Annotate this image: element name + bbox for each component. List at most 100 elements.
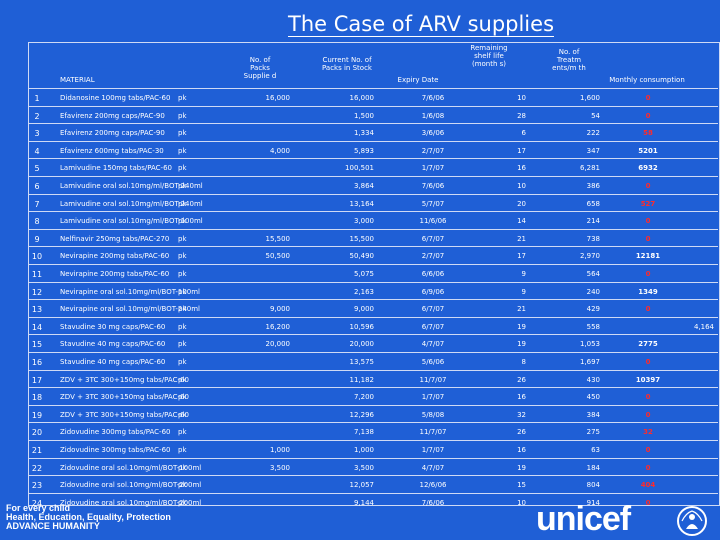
material-cell: Zidovudine 300mg tabs/PAC-60: [60, 428, 171, 437]
remaining-life-cell: 19: [517, 322, 526, 331]
remaining-life-cell: 16: [517, 393, 526, 402]
current-stock-cell: 3,500: [353, 463, 374, 472]
rownum-cell: 10: [31, 252, 43, 262]
expiry-date-cell: 11/6/06: [419, 217, 447, 226]
rownum-cell: 5: [34, 164, 40, 174]
material-cell: Nevirapine 200mg tabs/PAC-60: [60, 270, 170, 278]
unit-cell: pk: [178, 322, 187, 331]
expiry-date-cell: 11/7/07: [419, 428, 447, 437]
header-monthly-text: Monthly consumption: [609, 76, 685, 84]
slide-title: The Case of ARV supplies: [130, 12, 720, 37]
material-cell: Zidovudine oral sol.10mg/ml/BOT-200ml: [60, 498, 202, 507]
monthly-consumption-cell: 0: [645, 393, 651, 402]
treatments-cell: 738: [586, 234, 600, 243]
monthly-consumption-cell: 404: [640, 481, 656, 490]
remaining-life-cell: 21: [517, 234, 526, 243]
unit-cell: pk: [178, 234, 187, 243]
table-row: 12 Nevirapine oral sol.10mg/ml/BOT-100ml p…: [28, 281, 718, 301]
current-stock-cell: 100,501: [345, 164, 374, 173]
header-packs: No. of Packs Supplie d: [240, 56, 280, 102]
monthly-consumption-cell: 0: [645, 234, 651, 243]
unicef-logo: unicef: [536, 500, 631, 538]
material-cell: ZDV + 3TC 300+150mg tabs/PAC-60: [60, 393, 189, 402]
table-row: 13 Nevirapine oral sol.10mg/ml/BOT-240ml p…: [28, 299, 718, 318]
table-row: 2 Efavirenz 200mg caps/PAC-90 pk 1,500 1/6/0…: [28, 105, 718, 125]
remaining-life-cell: 10: [517, 498, 526, 507]
table-row: 17 ZDV + 3TC 300+150mg tabs/PAC-60 pk 11,18…: [28, 369, 718, 389]
monthly-consumption-cell: 32: [643, 428, 653, 437]
rownum-cell: 3: [34, 129, 40, 139]
material-cell: Zidovudine 300mg tabs/PAC-60: [60, 446, 171, 454]
table-row: 6 Lamivudine oral sol.10mg/ml/BOT-240ml pk…: [28, 176, 718, 195]
expiry-date-cell: 1/7/07: [421, 446, 445, 454]
current-stock-cell: 13,575: [349, 358, 375, 366]
remaining-life-cell: 16: [517, 164, 526, 173]
rownum-cell: 12: [31, 287, 43, 297]
expiry-date-cell: 4/7/07: [421, 340, 445, 349]
remaining-life-cell: 17: [517, 146, 526, 155]
header-expiry-text: Expiry Date: [397, 76, 439, 84]
packs-supplied-cell: 9,000: [269, 305, 290, 314]
treatments-cell: 1,053: [579, 340, 600, 349]
remaining-life-cell: 20: [517, 199, 526, 208]
material-cell: Stavudine 30 mg caps/PAC-60: [60, 322, 166, 331]
remaining-life-cell: 14: [517, 217, 526, 226]
current-stock-cell: 1,500: [353, 111, 374, 120]
packs-supplied-cell: 20,000: [265, 340, 291, 349]
expiry-date-cell: 7/6/06: [421, 498, 445, 507]
treatments-cell: 214: [586, 217, 600, 226]
monthly-consumption-cell: 12181: [635, 252, 661, 261]
remaining-life-cell: 32: [517, 410, 526, 419]
remaining-life-cell: 19: [517, 463, 526, 472]
header-expiry: Expiry Date: [388, 76, 448, 122]
material-cell: Efavirenz 200mg caps/PAC-90: [60, 129, 165, 138]
material-cell: Nelfinavir 250mg tabs/PAC-270: [60, 234, 170, 243]
unit-cell: pk: [178, 481, 187, 490]
rownum-cell: 1: [34, 94, 40, 103]
header-monthly: Monthly consumption: [602, 76, 692, 122]
rownum-cell: 17: [31, 375, 43, 385]
monthly-consumption-cell: 0: [645, 217, 651, 226]
expiry-date-cell: 3/6/06: [421, 129, 445, 138]
unicef-emblem-icon: [677, 506, 707, 536]
remaining-life-cell: 9: [521, 287, 526, 296]
slide-title-text: The Case of ARV supplies: [288, 12, 555, 37]
rownum-cell: 16: [31, 358, 43, 367]
material-cell: Nevirapine 200mg tabs/PAC-60: [60, 252, 170, 261]
header-remaining-text: Remaining shelf life (month s): [470, 44, 508, 68]
expiry-date-cell: 1/6/08: [421, 111, 445, 120]
unit-cell: pk: [178, 217, 187, 226]
treatments-cell: 386: [586, 182, 600, 190]
expiry-date-cell: 4/7/07: [421, 463, 445, 472]
treatments-cell: 564: [586, 270, 600, 278]
current-stock-cell: 3,000: [353, 217, 374, 226]
treatments-cell: 347: [586, 146, 600, 155]
expiry-date-cell: 12/6/06: [419, 481, 447, 490]
rownum-cell: 22: [31, 463, 43, 473]
expiry-date-cell: 1/7/07: [421, 393, 445, 402]
unit-cell: pk: [178, 111, 187, 120]
table-row: 22 Zidovudine oral sol.10mg/ml/BOT-100ml p…: [28, 457, 718, 477]
remaining-life-cell: 9: [521, 270, 526, 278]
rownum-cell: 19: [31, 410, 43, 420]
packs-supplied-cell: 16,000: [265, 94, 291, 102]
monthly-consumption-cell: 0: [645, 463, 651, 472]
expiry-date-cell: 6/7/07: [421, 322, 445, 331]
table-row: 18 ZDV + 3TC 300+150mg tabs/PAC-60 pk 7,200…: [28, 387, 718, 406]
remaining-life-cell: 28: [517, 111, 526, 120]
unit-cell: pk: [178, 393, 187, 402]
header-remaining: Remaining shelf life (month s): [470, 44, 508, 90]
expiry-date-cell: 7/6/06: [421, 182, 445, 190]
remaining-life-cell: 16: [517, 446, 526, 454]
monthly-consumption-cell: 0: [645, 94, 651, 102]
treatments-cell: 658: [586, 199, 600, 208]
current-stock-cell: 11,182: [349, 375, 375, 384]
monthly-consumption-cell: 0: [645, 182, 651, 190]
rownum-cell: 21: [31, 446, 43, 455]
material-cell: Nevirapine oral sol.10mg/ml/BOT-240ml: [60, 305, 200, 314]
header-material-text: MATERIAL: [60, 76, 95, 84]
remaining-life-cell: 10: [517, 182, 526, 190]
unit-cell: pk: [178, 446, 187, 454]
current-stock-cell: 12,296: [349, 410, 375, 419]
current-stock-cell: 7,200: [353, 393, 374, 402]
